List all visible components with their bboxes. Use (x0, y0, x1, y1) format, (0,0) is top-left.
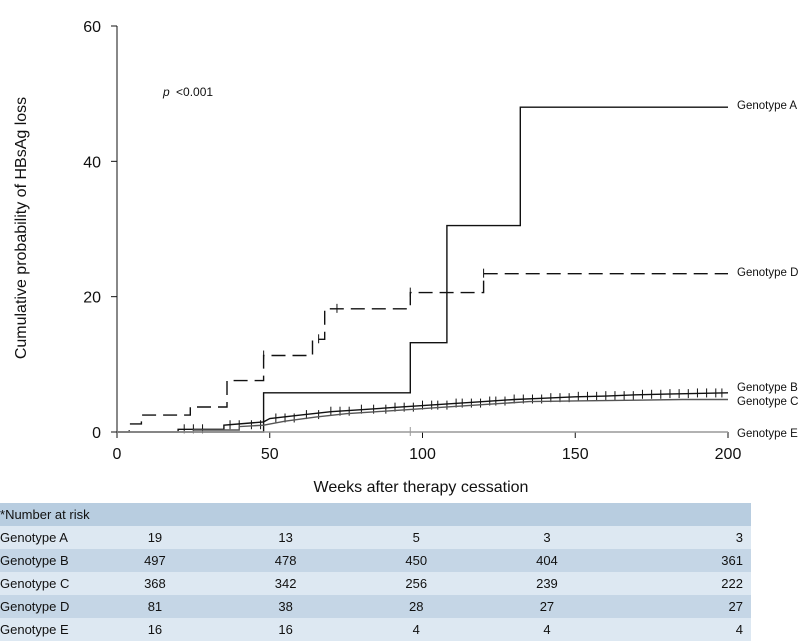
risk-count-cell: 28 (350, 595, 482, 618)
curve-genotype-a (117, 106, 728, 433)
risk-table-row: Genotype C 368 342 256 239 222 (0, 572, 751, 595)
y-tick-label: 40 (83, 154, 101, 171)
risk-count-cell: 16 (89, 618, 221, 641)
risk-count-cell: 16 (220, 618, 351, 641)
risk-table: Number at risk* Genotype A 19 13 5 3 3 Genotyp… (0, 503, 751, 641)
risk-count-cell: 342 (220, 572, 351, 595)
series-label-genotype-a: Genotype A (737, 100, 797, 112)
risk-count-cell: 81 (89, 595, 221, 618)
risk-count-cell: 13 (220, 526, 351, 549)
axes: 0 20 40 60 0 50 100 150 200 (83, 19, 741, 463)
series-label-genotype-c: Genotype C (737, 396, 798, 408)
risk-count-cell: 4 (481, 618, 613, 641)
risk-table-header: Number at risk* (0, 503, 90, 526)
risk-count-cell: 4 (350, 618, 482, 641)
series-label-genotype-d: Genotype D (737, 267, 798, 279)
y-tick-label: 60 (83, 19, 101, 36)
risk-count-cell: 368 (89, 572, 221, 595)
risk-count-cell: 5 (350, 526, 482, 549)
series-label-genotype-b: Genotype B (737, 382, 798, 394)
curve-genotype-b (117, 392, 729, 433)
risk-count-cell: 19 (89, 526, 221, 549)
risk-count-cell: 361 (612, 549, 751, 572)
risk-count-cell: 27 (612, 595, 751, 618)
risk-count-cell: 38 (220, 595, 351, 618)
risk-row-label: Genotype E (0, 618, 90, 641)
y-axis-title: Cumulative probability of HBsAg loss (13, 97, 30, 359)
series-label-genotype-e: Genotype E (737, 428, 798, 440)
x-tick-label: 150 (562, 446, 589, 463)
risk-table-row: Genotype E 16 16 4 4 4 (0, 618, 751, 641)
risk-row-label: Genotype D (0, 595, 90, 618)
risk-count-cell: 3 (612, 526, 751, 549)
curve-genotype-c (117, 398, 728, 433)
x-tick-label: 50 (261, 446, 279, 463)
risk-count-cell: 478 (220, 549, 351, 572)
risk-row-label: Genotype C (0, 572, 90, 595)
risk-table-row: Genotype D 81 38 28 27 27 (0, 595, 751, 618)
risk-count-cell: 256 (350, 572, 482, 595)
risk-row-label: Genotype B (0, 549, 90, 572)
series-labels: Genotype A Genotype B Genotype C Genotype D… (737, 100, 798, 440)
risk-count-cell: 222 (612, 572, 751, 595)
survival-curves (117, 106, 729, 436)
y-tick-label: 20 (83, 290, 101, 307)
risk-count-cell: 239 (481, 572, 613, 595)
risk-count-cell: 4 (612, 618, 751, 641)
risk-count-cell: 27 (481, 595, 613, 618)
x-axis-title: Weeks after therapy cessation (314, 479, 529, 496)
risk-table-row: Genotype B 497 478 450 404 361 (0, 549, 751, 572)
p-value-annotation: p <0.001 (162, 85, 213, 99)
x-tick-label: 200 (715, 446, 742, 463)
p-symbol: p (162, 85, 170, 99)
risk-count-cell: 404 (481, 549, 613, 572)
x-tick-label: 0 (113, 446, 122, 463)
y-tick-label: 0 (92, 425, 101, 442)
risk-count-cell: 450 (350, 549, 482, 572)
risk-row-label: Genotype A (0, 526, 90, 549)
risk-count-cell: 497 (89, 549, 221, 572)
risk-table-row: Genotype A 19 13 5 3 3 (0, 526, 751, 549)
x-tick-label: 100 (409, 446, 436, 463)
risk-table-header-row: Number at risk* (0, 503, 751, 526)
risk-count-cell: 3 (481, 526, 613, 549)
p-value: <0.001 (176, 85, 213, 99)
km-chart: 0 20 40 60 0 50 100 150 200 Genotype A Genotype B… (13, 19, 798, 496)
